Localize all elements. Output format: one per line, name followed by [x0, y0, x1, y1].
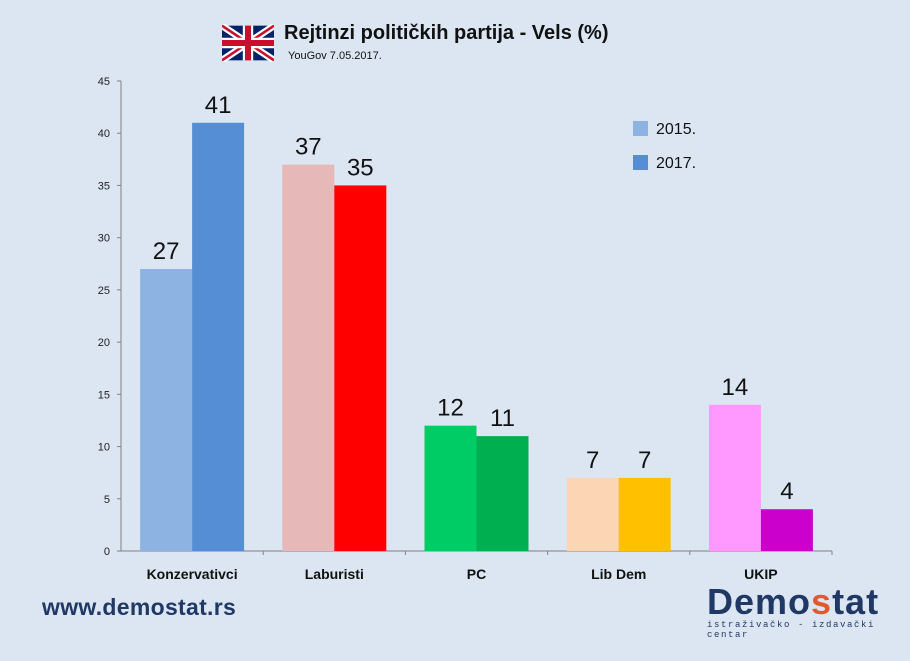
bar-ukip-2015: [708, 404, 761, 551]
legend-label: 2015.: [656, 121, 696, 138]
y-tick-label: 45: [98, 76, 110, 88]
logo-suffix: tat: [832, 581, 880, 622]
chart-title: Rejtinzi političkih partija - Vels (%): [284, 22, 609, 44]
y-tick-label: 15: [98, 389, 110, 401]
x-category-label: PC: [467, 566, 486, 582]
y-tick-label: 40: [98, 128, 110, 140]
demostat-logo: Demostat istraživačko - izdavački centar: [707, 584, 910, 641]
y-tick-label: 0: [104, 546, 110, 558]
data-label: 11: [490, 405, 515, 432]
bar-pc-2015: [424, 425, 477, 551]
y-tick-label: 10: [98, 442, 110, 454]
logo-prefix: Demo: [707, 581, 812, 622]
data-label: 41: [205, 92, 232, 119]
bar-lib-dem-2015: [566, 477, 619, 551]
logo-accent-letter: s: [811, 581, 833, 622]
data-label: 37: [295, 134, 322, 161]
x-category-label: Konzervativci: [147, 566, 238, 582]
data-label: 7: [638, 447, 651, 474]
bar-laburisti-2015: [282, 164, 335, 552]
legend-label: 2017.: [656, 155, 696, 172]
data-label: 27: [153, 238, 180, 265]
x-category-label: UKIP: [744, 566, 777, 582]
bar-konzervativci-2015: [140, 269, 193, 551]
logo-wordmark: Demostat: [707, 584, 910, 620]
data-label: 35: [347, 154, 374, 181]
x-category-label: Laburisti: [305, 566, 364, 582]
uk-flag-icon: [222, 24, 274, 62]
legend-swatch: [633, 155, 648, 170]
bar-laburisti-2017: [334, 185, 387, 551]
website-link[interactable]: www.demostat.rs: [42, 594, 237, 620]
bar-ukip-2017: [760, 509, 813, 551]
y-tick-label: 30: [98, 233, 110, 245]
legend-swatch: [633, 121, 648, 136]
bar-lib-dem-2017: [618, 477, 671, 551]
bar-konzervativci-2017: [192, 122, 245, 552]
data-label: 14: [722, 374, 749, 401]
data-label: 7: [586, 447, 599, 474]
y-tick-label: 35: [98, 180, 110, 192]
y-tick-label: 5: [104, 494, 110, 506]
y-tick-label: 20: [98, 337, 110, 349]
data-label: 12: [437, 395, 464, 422]
chart-subtitle: YouGov 7.05.2017.: [288, 50, 382, 62]
logo-tagline: istraživačko - izdavački centar: [707, 620, 876, 640]
y-tick-label: 25: [98, 285, 110, 297]
bar-pc-2017: [476, 436, 529, 551]
x-category-label: Lib Dem: [591, 566, 646, 582]
data-label: 4: [780, 478, 793, 505]
